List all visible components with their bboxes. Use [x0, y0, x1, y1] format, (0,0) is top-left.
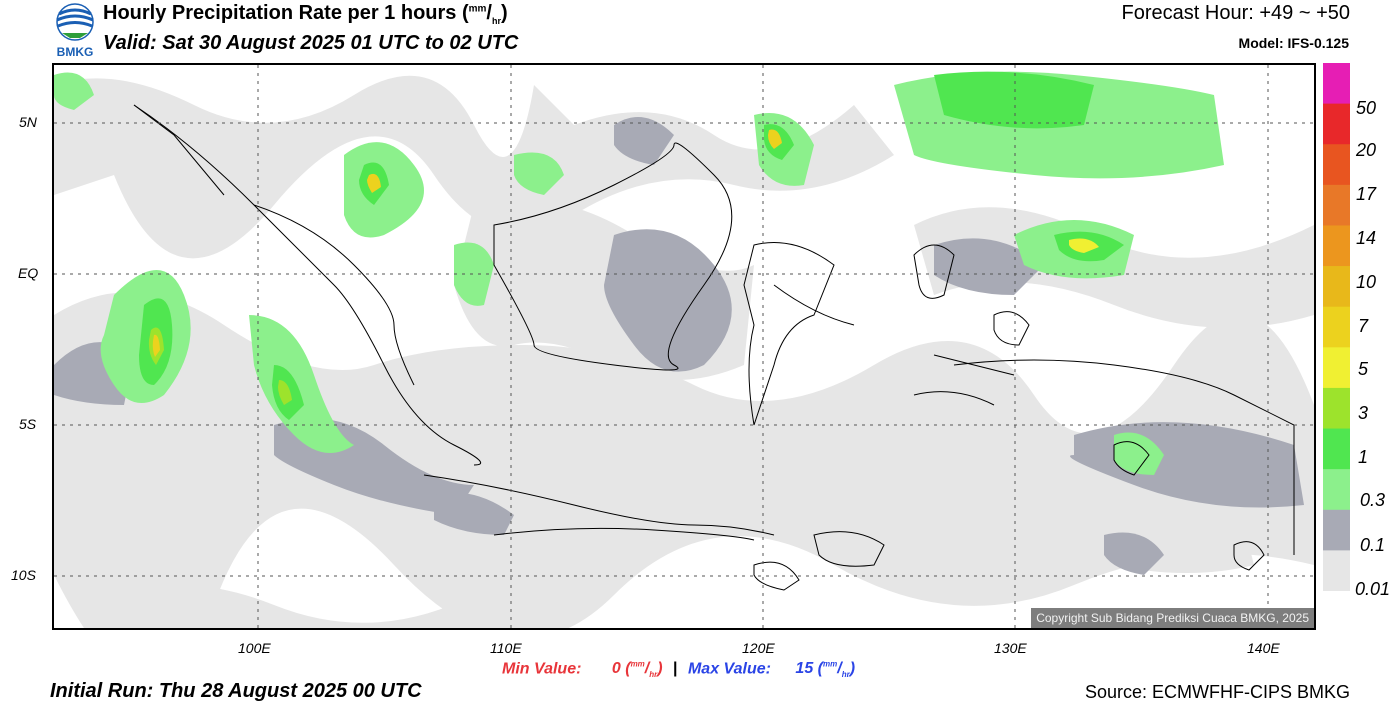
svg-text:BMKG: BMKG — [57, 45, 94, 59]
forecast-hour: Forecast Hour: +49 ~ +50 — [1121, 2, 1350, 24]
copyright-notice: Copyright Sub Bidang Prediksi Cuaca BMKG… — [1031, 608, 1314, 628]
intense-rain-layer — [148, 129, 1099, 405]
title-unit-den: hr — [491, 16, 501, 26]
title-close: ) — [500, 2, 508, 24]
colorbar-swatch — [1323, 63, 1350, 105]
lon-label-120e: 120E — [742, 640, 775, 656]
colorbar-swatch — [1323, 347, 1350, 389]
model-name: Model: IFS-0.125 — [1238, 35, 1349, 51]
cb-label-0-1: 0.1 — [1360, 535, 1386, 555]
colorbar-swatch — [1323, 225, 1350, 267]
cb-label-1: 1 — [1358, 447, 1369, 467]
cb-label-17: 17 — [1356, 184, 1377, 204]
map-canvas — [54, 65, 1314, 628]
colorbar-swatch — [1323, 144, 1350, 186]
bmkg-logo: BMKG — [50, 2, 100, 60]
lat-label-5n: 5N — [19, 114, 37, 130]
min-value: 0 — [611, 660, 621, 678]
valid-time: Valid: Sat 30 August 2025 01 UTC to 02 U… — [103, 32, 519, 54]
lat-label-5s: 5S — [19, 416, 37, 432]
cb-label-10: 10 — [1356, 272, 1377, 292]
cb-label-0-3: 0.3 — [1360, 490, 1386, 510]
colorbar-swatches — [1323, 63, 1350, 592]
cb-label-5: 5 — [1358, 359, 1369, 379]
lon-label-110e: 110E — [490, 640, 522, 656]
max-unit: (mm/hr) — [817, 660, 856, 680]
data-source: Source: ECMWFHF-CIPS BMKG — [1084, 682, 1350, 702]
colorbar-swatch — [1323, 428, 1350, 470]
min-max-separator: | — [673, 660, 678, 678]
cb-label-50: 50 — [1356, 98, 1377, 118]
colorbar-swatch — [1323, 509, 1350, 551]
lat-label-eq: EQ — [18, 265, 39, 281]
title-main: Hourly Precipitation Rate per 1 hours ( — [103, 2, 469, 24]
min-unit: (mm/hr) — [625, 660, 663, 680]
colorbar-swatch — [1323, 266, 1350, 308]
lat-label-10s: 10S — [11, 567, 36, 583]
colorbar-swatch — [1323, 103, 1350, 145]
min-max-values: Min Value: 0 (mm/hr) | Max Value: 15 (mm… — [502, 660, 855, 680]
title-unit-sep: / — [486, 2, 492, 24]
lon-label-130e: 130E — [994, 640, 1027, 656]
colorbar-swatch — [1323, 387, 1350, 430]
cb-label-0-01: 0.01 — [1355, 579, 1391, 599]
colorbar-swatch — [1323, 469, 1350, 511]
initial-run: Initial Run: Thu 28 August 2025 00 UTC — [50, 680, 422, 702]
cb-label-20: 20 — [1356, 140, 1377, 160]
drizzle-layer — [54, 75, 1314, 628]
coastlines — [133, 104, 1295, 591]
lon-label-140e: 140E — [1247, 640, 1280, 656]
colorbar — [1323, 63, 1350, 592]
min-label: Min Value: — [502, 660, 582, 678]
lon-label-100e: 100E — [238, 640, 271, 656]
colorbar-swatch — [1323, 306, 1350, 348]
bmkg-logo-icon: BMKG — [56, 3, 94, 59]
max-label: Max Value: — [687, 660, 771, 678]
colorbar-swatch — [1323, 550, 1350, 592]
cb-label-14: 14 — [1356, 228, 1377, 248]
cb-label-7: 7 — [1358, 316, 1369, 336]
graticule — [54, 65, 1314, 628]
precipitation-map: Copyright Sub Bidang Prediksi Cuaca BMKG… — [52, 63, 1316, 630]
map-title: Hourly Precipitation Rate per 1 hours (m… — [103, 2, 508, 26]
max-value: 15 — [795, 660, 814, 678]
cb-label-3: 3 — [1358, 403, 1369, 423]
colorbar-swatch — [1323, 184, 1350, 226]
title-unit-num: mm — [468, 3, 487, 15]
